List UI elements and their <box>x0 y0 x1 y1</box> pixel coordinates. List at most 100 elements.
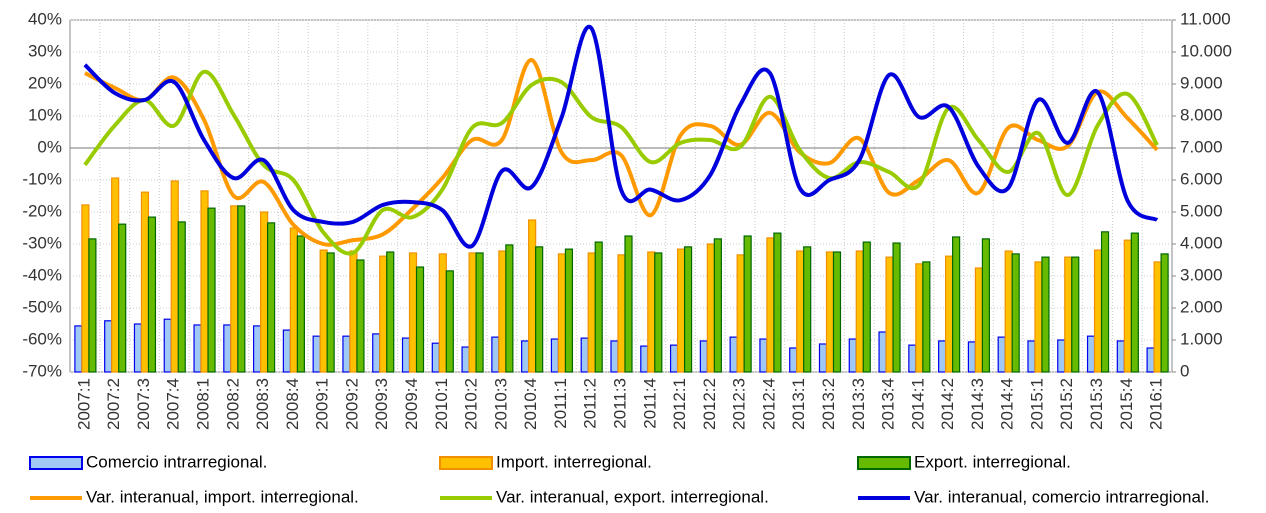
bar <box>676 248 686 373</box>
bar <box>81 204 90 373</box>
bar <box>885 256 894 373</box>
y2-tick-label: 1.000 <box>1180 329 1223 348</box>
legend-label: Export. interregional. <box>914 452 1071 471</box>
y-tick-label: 0% <box>37 137 62 156</box>
bar <box>981 238 991 373</box>
bar <box>505 244 514 373</box>
bar <box>789 347 798 373</box>
legend-label: Var. interanual, comercio intrarregional… <box>914 487 1209 506</box>
bar <box>326 252 335 373</box>
bar <box>1004 250 1013 373</box>
bar <box>796 250 805 373</box>
bar <box>296 235 305 373</box>
bar <box>908 344 917 373</box>
x-tick-label: 2013:1 <box>789 378 808 430</box>
bar <box>147 216 157 373</box>
bar <box>342 335 351 373</box>
bar <box>773 232 782 373</box>
bar <box>713 238 722 373</box>
x-tick-label: 2012:1 <box>670 378 689 430</box>
bar <box>498 250 507 373</box>
x-tick-label: 2010:4 <box>521 378 540 430</box>
x-tick-label: 2007:4 <box>164 378 183 430</box>
bar <box>1116 340 1125 373</box>
bar <box>1160 253 1169 373</box>
x-tick-label: 2009:2 <box>342 378 361 430</box>
bar <box>140 191 150 373</box>
y-tick-label: 10% <box>28 105 62 124</box>
bar <box>104 320 113 373</box>
x-tick-label: 2012:3 <box>730 378 749 430</box>
bar <box>230 205 239 373</box>
bar <box>654 252 663 373</box>
bar <box>729 336 738 373</box>
bar <box>1071 256 1080 373</box>
bar <box>349 250 358 373</box>
bar <box>475 252 484 373</box>
legend-label: Import. interregional. <box>496 452 652 471</box>
bar <box>1034 261 1043 373</box>
legend-label: Comercio intrarregional. <box>86 452 267 471</box>
line <box>83 69 1159 256</box>
bar <box>669 344 679 373</box>
bar <box>386 251 395 373</box>
bar <box>974 267 984 373</box>
bar <box>617 254 626 373</box>
bar <box>610 340 619 373</box>
x-tick-label: 2011:2 <box>581 378 600 429</box>
x-tick-label: 2010:3 <box>491 378 510 430</box>
bar <box>1153 261 1162 373</box>
bar <box>528 219 537 373</box>
x-tick-label: 2015:4 <box>1117 378 1136 430</box>
legend-swatch <box>857 456 911 470</box>
bar <box>855 250 864 373</box>
x-tick-label: 2007:1 <box>74 378 93 430</box>
bar <box>759 338 768 373</box>
bar <box>743 235 752 373</box>
bar <box>200 190 209 373</box>
y2-tick-label: 7.000 <box>1180 137 1223 156</box>
bar <box>647 251 656 373</box>
x-tick-label: 2016:1 <box>1147 378 1166 430</box>
bar <box>118 223 127 373</box>
y-tick-label: -40% <box>22 265 62 284</box>
bar <box>319 249 328 373</box>
y2-tick-label: 2.000 <box>1180 297 1223 316</box>
bar <box>945 255 954 373</box>
bar <box>832 251 842 373</box>
bar <box>259 211 269 373</box>
bar <box>1086 335 1096 373</box>
bar <box>967 341 977 373</box>
x-tick-label: 2012:4 <box>759 378 778 430</box>
bar <box>1064 256 1073 373</box>
bar <box>1011 253 1020 373</box>
x-tick-label: 2008:2 <box>223 378 242 430</box>
bar <box>706 243 715 373</box>
bar <box>431 342 440 373</box>
y2-tick-label: 5.000 <box>1180 201 1223 220</box>
bar <box>1146 347 1155 373</box>
y-tick-label: -30% <box>22 233 62 252</box>
bar <box>766 237 775 373</box>
bar <box>848 338 857 373</box>
bar <box>170 180 179 373</box>
x-tick-label: 2014:3 <box>968 378 987 430</box>
x-tick-label: 2011:3 <box>610 378 629 429</box>
x-tick-label: 2013:2 <box>819 378 838 430</box>
x-tick-label: 2008:3 <box>253 378 272 430</box>
bar <box>587 252 596 373</box>
bar <box>818 343 828 373</box>
x-tick-label: 2008:1 <box>194 378 213 430</box>
bar <box>312 335 321 373</box>
y2-tick-label: 4.000 <box>1180 233 1223 252</box>
bar <box>1041 256 1050 373</box>
bar <box>223 324 232 373</box>
y2-tick-label: 10.000 <box>1180 41 1232 60</box>
y-tick-label: -50% <box>22 297 62 316</box>
legend-label: Var. interanual, export. interregional. <box>496 487 769 506</box>
y2-tick-label: 8.000 <box>1180 105 1223 124</box>
x-tick-label: 2015:2 <box>1057 378 1076 430</box>
y-tick-label: -70% <box>22 361 62 380</box>
bar <box>1130 232 1139 373</box>
bar <box>408 252 418 373</box>
